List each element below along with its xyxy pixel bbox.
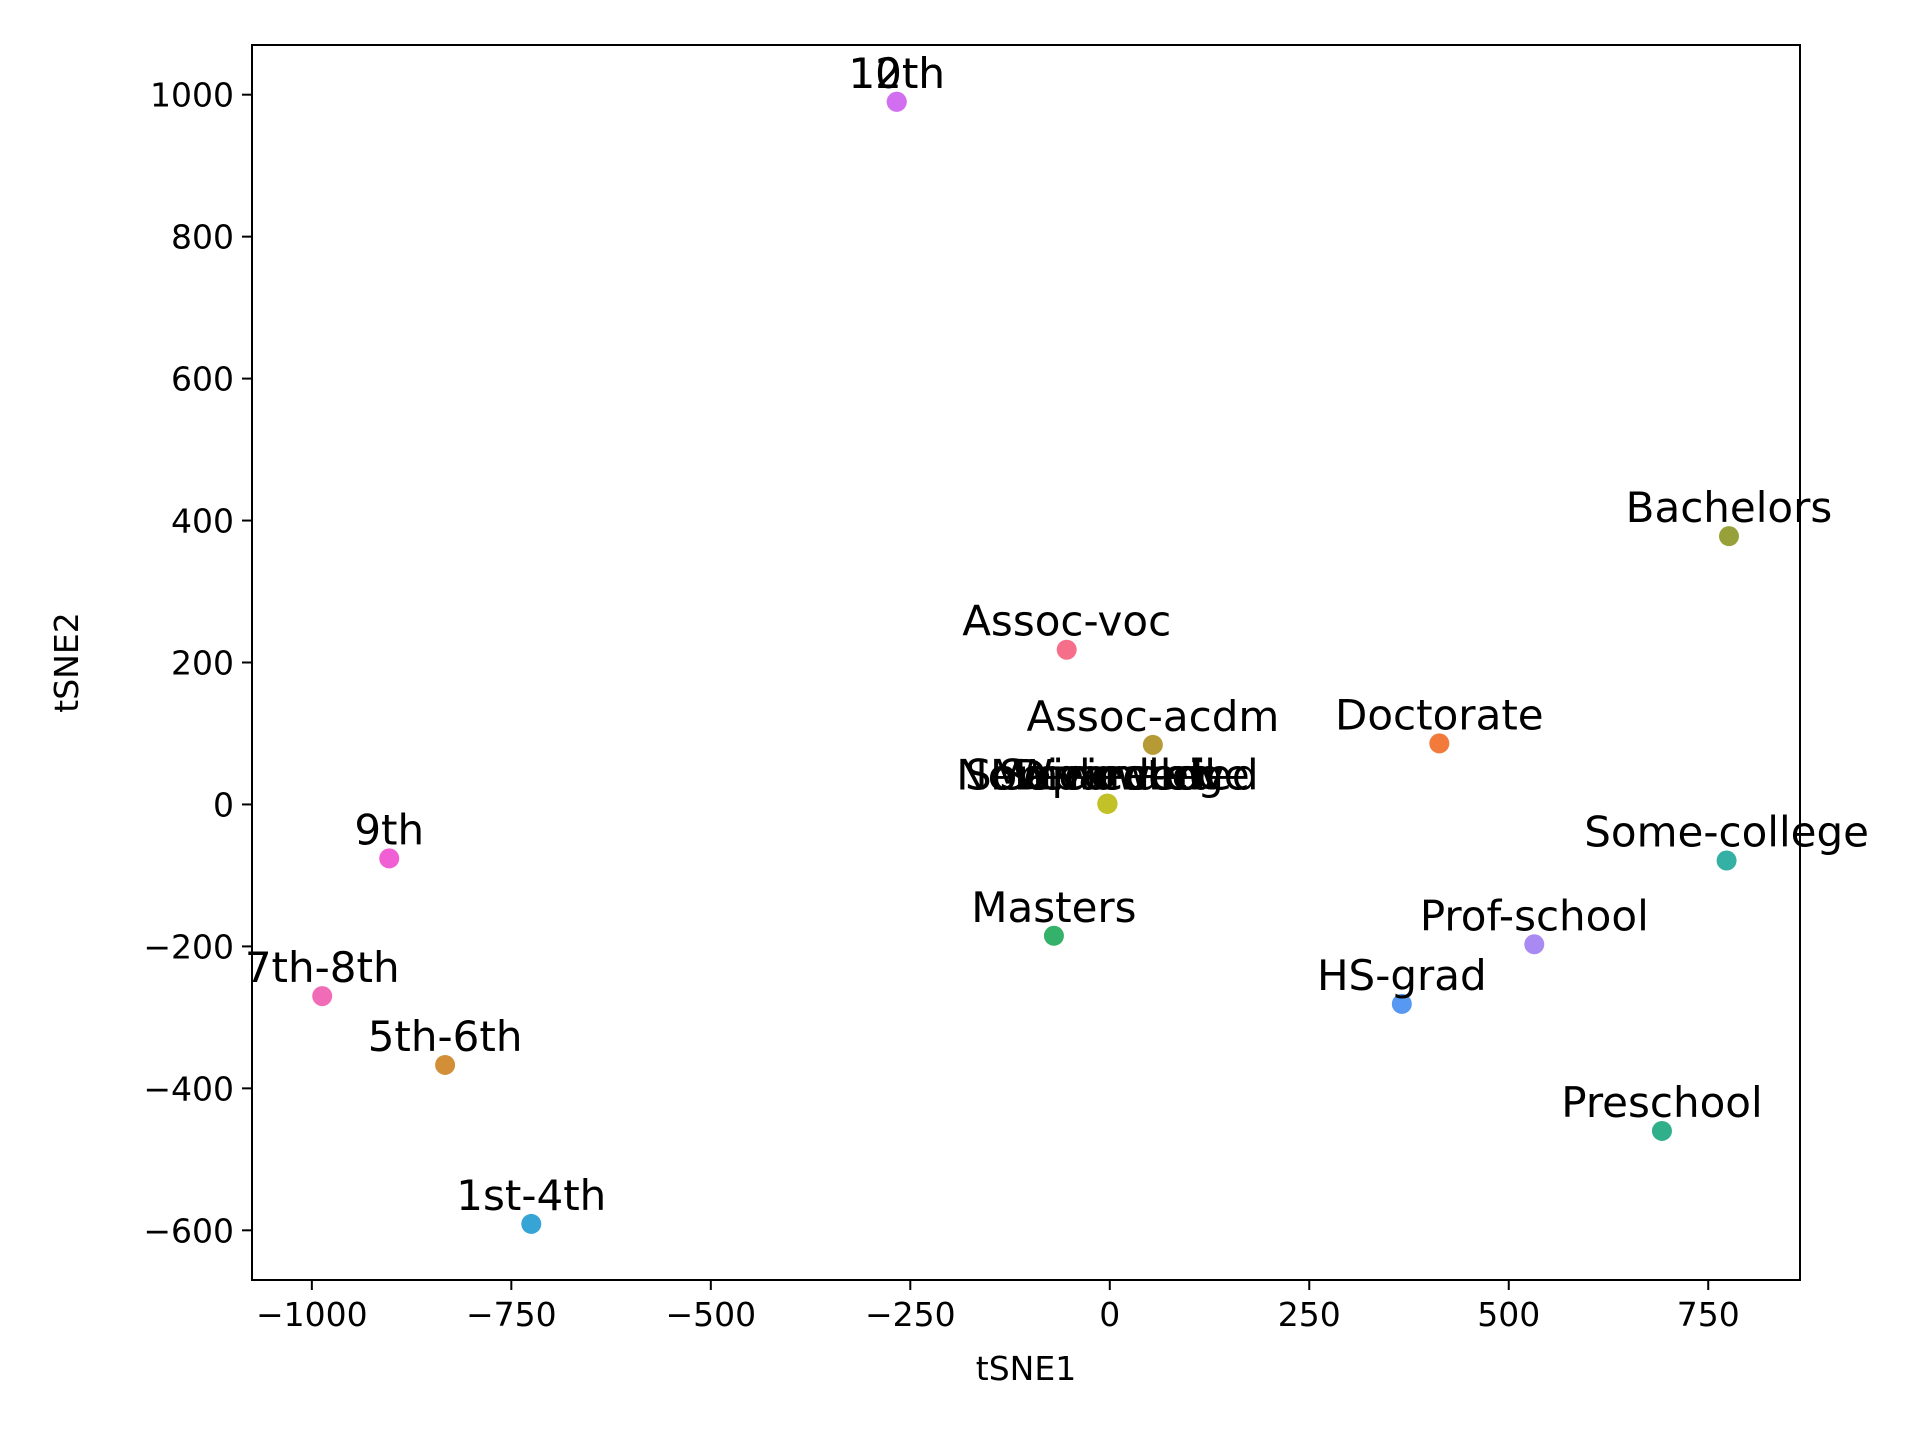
y-tick-label: −400	[143, 1069, 234, 1108]
y-tick-label: −200	[143, 927, 234, 966]
y-tick-label: 200	[171, 644, 234, 683]
point-label: 12th	[848, 49, 945, 98]
x-tick-label: 250	[1278, 1295, 1341, 1334]
y-tick-label: 0	[213, 785, 234, 824]
x-tick-label: −500	[665, 1295, 756, 1334]
y-tick-label: 400	[171, 502, 234, 541]
x-tick-label: −1000	[256, 1295, 368, 1334]
data-point	[379, 848, 400, 869]
x-tick-label: 500	[1477, 1295, 1540, 1334]
point-label: 9th	[354, 805, 424, 854]
point-label: Assoc-acdm	[1026, 692, 1279, 741]
point-label: Bachelors	[1626, 483, 1833, 532]
y-axis-label: tSNE2	[47, 612, 86, 712]
data-point	[1056, 639, 1077, 660]
x-axis-ticks: −1000 −750 −500 −250 0 250 500 750	[256, 1280, 1740, 1334]
point-label: 10th	[848, 49, 945, 98]
y-tick-label: 600	[171, 360, 234, 399]
x-tick-label: −250	[865, 1295, 956, 1334]
point-label: Married-civ	[990, 751, 1225, 800]
point-label: Divorced	[1014, 751, 1201, 800]
data-point	[1142, 734, 1163, 755]
point-label: Prof-school	[1420, 891, 1649, 940]
data-point	[521, 1213, 542, 1234]
point-label: Separated	[999, 751, 1216, 800]
data-point	[1716, 850, 1737, 871]
y-tick-label: −600	[143, 1211, 234, 1250]
point-label: Assoc-voc	[962, 597, 1171, 646]
data-point	[1524, 934, 1545, 955]
point-label: Never-married	[956, 751, 1258, 800]
point-label: Some-college	[1584, 808, 1869, 857]
point-label: 5th-6th	[368, 1012, 523, 1061]
data-point	[1429, 733, 1450, 754]
data-point	[1097, 793, 1118, 814]
data-point	[886, 91, 907, 112]
point-label: HS-grad	[1317, 951, 1487, 1000]
data-point	[1651, 1120, 1672, 1141]
point-label: Some-college	[965, 751, 1250, 800]
x-tick-label: −750	[466, 1295, 557, 1334]
data-point	[435, 1054, 456, 1075]
point-label: Masters	[971, 883, 1136, 932]
y-tick-label: 800	[171, 218, 234, 257]
data-point	[1043, 925, 1064, 946]
point-label: 7th-8th	[245, 943, 400, 992]
point-label: Preschool	[1561, 1078, 1762, 1127]
y-tick-label: 1000	[150, 76, 234, 115]
data-point	[1718, 526, 1739, 547]
x-tick-label: 750	[1677, 1295, 1740, 1334]
data-point	[1391, 993, 1412, 1014]
point-label: 1st-4th	[456, 1171, 606, 1220]
points-layer	[312, 91, 1739, 1234]
point-label: Widowed	[1012, 751, 1203, 800]
data-point	[312, 986, 333, 1007]
x-axis-label: tSNE1	[976, 1349, 1076, 1388]
point-label: Doctorate	[1335, 690, 1544, 739]
x-tick-label: 0	[1099, 1295, 1120, 1334]
y-axis-ticks: −600 −400 −200 0 200 400 600 800 1000	[143, 76, 252, 1250]
